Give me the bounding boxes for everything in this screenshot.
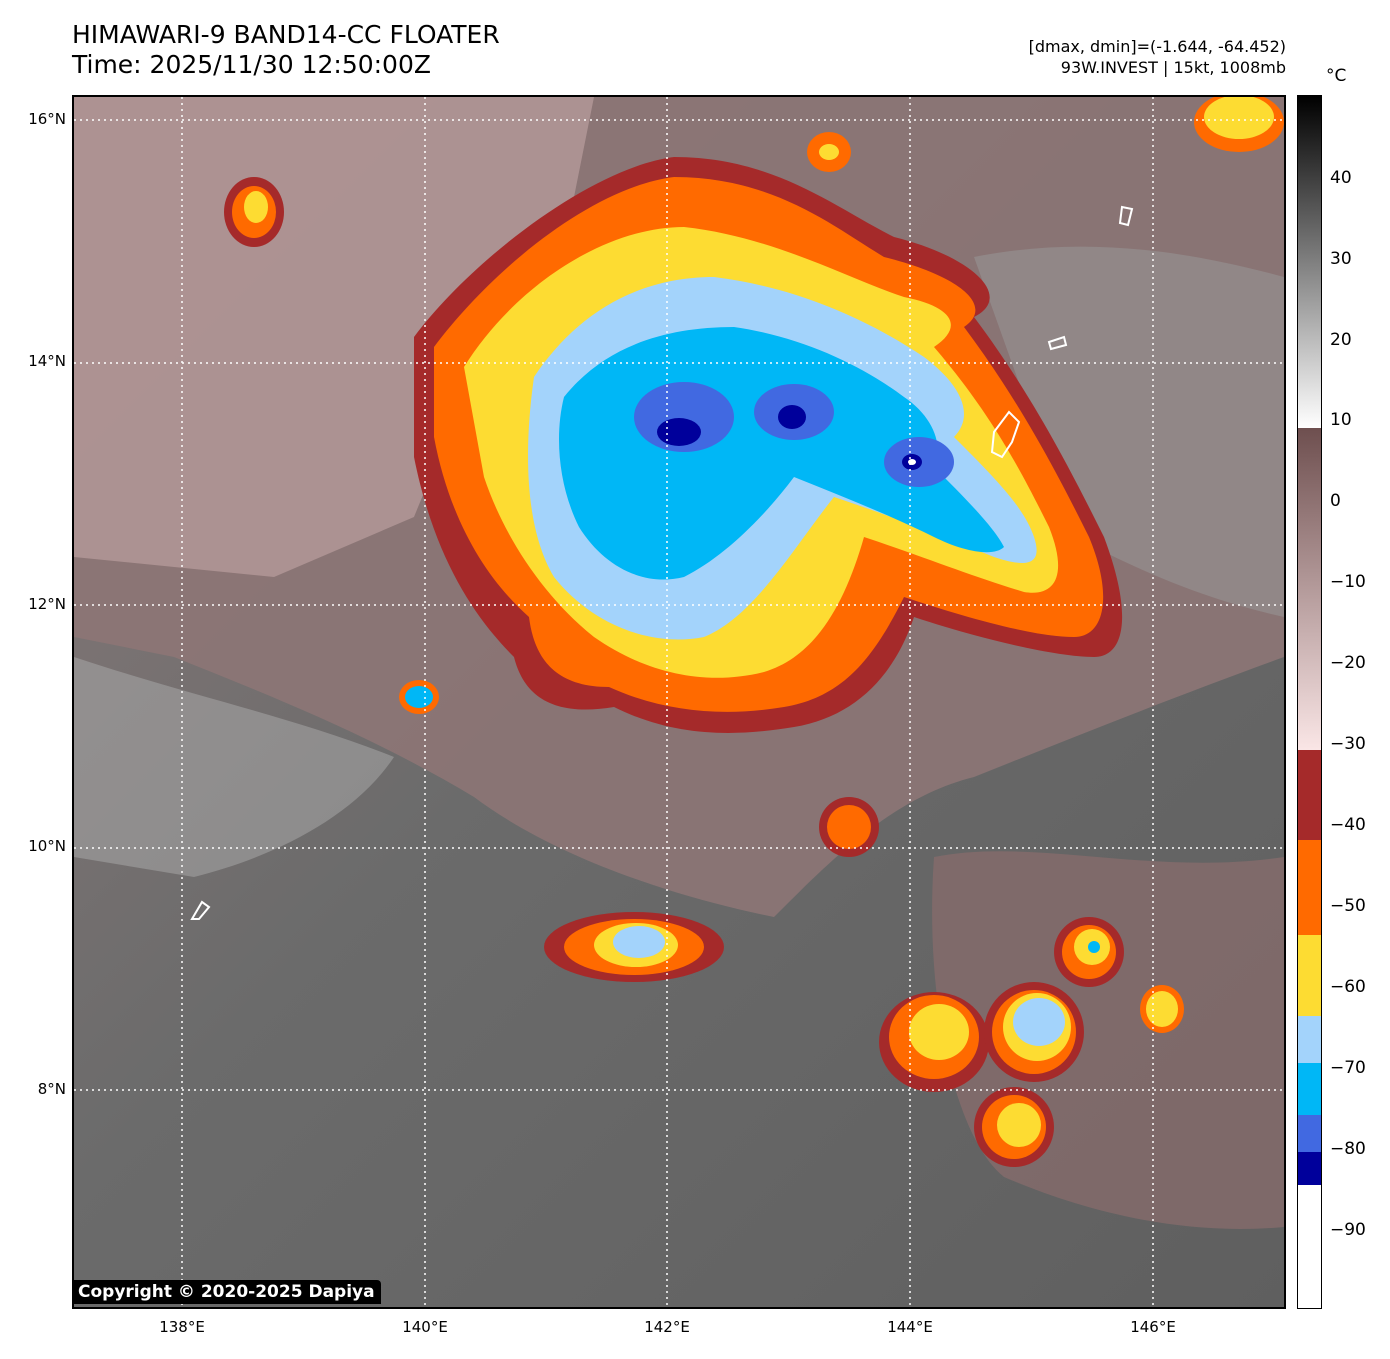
convective-cell-mid-south xyxy=(819,797,879,857)
lat-label-16n: 16°N xyxy=(28,110,66,128)
title-satellite: HIMAWARI-9 BAND14-CC FLOATER xyxy=(72,20,500,49)
convective-cell-west xyxy=(399,680,439,714)
convective-cell-south-east-1 xyxy=(879,992,989,1092)
lon-label-144e: 144°E xyxy=(887,1318,933,1336)
ir-imagery xyxy=(74,97,1284,1307)
colorbar-tick-minus90: −90 xyxy=(1330,1220,1366,1240)
storm-id-label: 93W.INVEST | 15kt, 1008mb xyxy=(1060,58,1286,77)
colorbar-tick-minus50: −50 xyxy=(1330,896,1366,916)
storm-stats: [dmax, dmin]=(-1.644, -64.452) 93W.INVES… xyxy=(1029,36,1286,78)
colorbar-tick-minus60: −60 xyxy=(1330,977,1366,997)
colorbar-tick-0: 0 xyxy=(1330,491,1341,511)
convective-cell-south-east-2 xyxy=(984,982,1084,1082)
copyright-notice: Copyright © 2020-2025 Dapiya xyxy=(72,1280,381,1304)
colorbar-tick-minus80: −80 xyxy=(1330,1139,1366,1159)
colorbar-tick-40: 40 xyxy=(1330,168,1352,188)
temperature-colorbar xyxy=(1297,95,1322,1309)
lat-label-14n: 14°N xyxy=(28,352,66,370)
lat-label-8n: 8°N xyxy=(37,1080,66,1098)
saipan-outline xyxy=(1118,205,1134,227)
lat-label-12n: 12°N xyxy=(28,595,66,613)
colorbar-tick-minus10: −10 xyxy=(1330,572,1366,592)
band-minus-80-core-2 xyxy=(778,405,806,429)
colorbar-tick-minus20: −20 xyxy=(1330,653,1366,673)
low-cloud-streaks xyxy=(74,657,394,877)
convective-cell-far-east xyxy=(1140,985,1184,1033)
band-minus-85-core xyxy=(908,459,916,465)
lon-label-140e: 140°E xyxy=(402,1318,448,1336)
colorbar-tick-30: 30 xyxy=(1330,249,1352,269)
map-gridlines xyxy=(74,97,1284,1307)
colorbar-unit: °C xyxy=(1326,66,1347,86)
lon-label-142e: 142°E xyxy=(644,1318,690,1336)
title-time: Time: 2025/11/30 12:50:00Z xyxy=(72,50,431,79)
convective-cell-north-mid xyxy=(807,132,851,172)
guam-outline xyxy=(990,410,1021,459)
colorbar-tick-minus70: −70 xyxy=(1330,1058,1366,1078)
ulithi-outline xyxy=(190,900,211,920)
lat-label-10n: 10°N xyxy=(28,837,66,855)
colorbar-tick-minus40: −40 xyxy=(1330,815,1366,835)
band-minus-80-core-1 xyxy=(657,418,701,446)
satellite-map[interactable] xyxy=(72,95,1286,1309)
colorbar-tick-minus30: −30 xyxy=(1330,734,1366,754)
colorbar-tick-10: 10 xyxy=(1330,410,1352,430)
convective-cell-north-east xyxy=(1194,97,1284,152)
northeast-gray-clouds xyxy=(974,246,1284,617)
main-convective-system xyxy=(414,157,1123,733)
dmax-dmin-label: [dmax, dmin]=(-1.644, -64.452) xyxy=(1028,37,1286,56)
lon-label-146e: 146°E xyxy=(1130,1318,1176,1336)
title-block: HIMAWARI-9 BAND14-CC FLOATER Time: 2025/… xyxy=(72,20,500,80)
convective-cell-south-1 xyxy=(544,912,724,982)
cirrus-shield xyxy=(74,97,594,577)
convective-cell-north-west xyxy=(224,177,284,247)
convective-cell-east xyxy=(1054,917,1124,987)
colorbar-tick-20: 20 xyxy=(1330,330,1352,350)
lon-label-138e: 138°E xyxy=(159,1318,205,1336)
rota-outline xyxy=(1047,335,1068,351)
convective-cell-south-east-3 xyxy=(974,1087,1054,1167)
